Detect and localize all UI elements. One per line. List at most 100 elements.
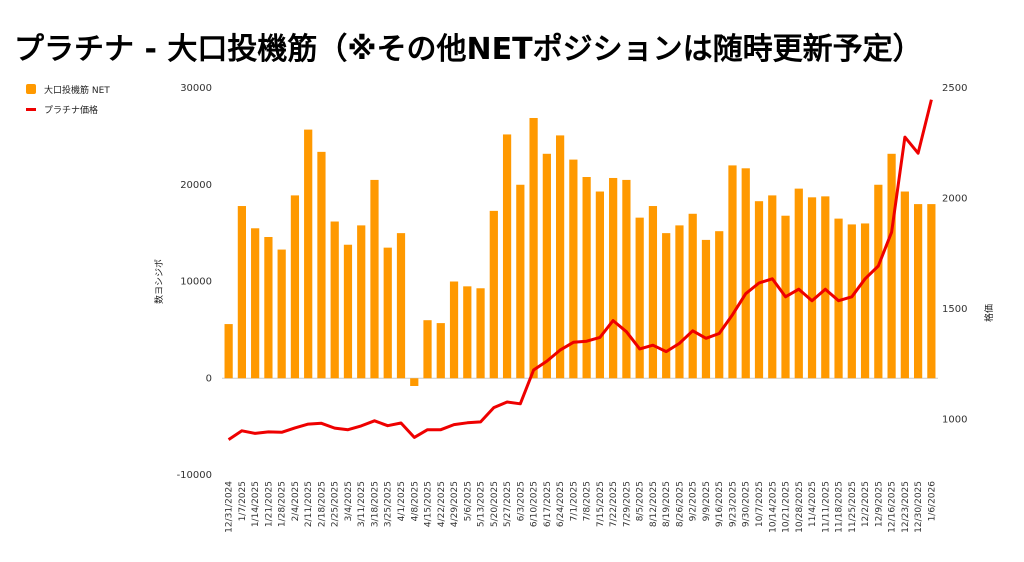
bar [423,320,432,379]
bar [622,179,631,379]
bar [237,206,246,379]
x-tick-label: 9/30/2025 [742,481,752,527]
y2-tick-label: 2500 [942,83,967,94]
bar [476,288,485,379]
bar [768,195,777,379]
bar [807,197,817,379]
x-tick-label: 4/1/2025 [397,481,407,521]
x-tick-label: 12/31/2024 [225,481,235,533]
x-tick-label: 2/18/2025 [317,481,327,527]
bar [542,153,551,379]
bar [370,179,379,379]
bar [516,184,525,379]
bar [688,213,697,379]
bar [569,159,578,379]
x-tick-label: 12/16/2025 [888,481,898,533]
y-tick-label: 10000 [180,277,212,288]
x-tick-label: 10/21/2025 [782,481,792,533]
bar [675,225,684,379]
legend-label-bar: 大口投機筋 NET [44,85,110,96]
x-tick-label: 5/6/2025 [463,481,473,521]
bar [343,244,353,379]
bar [595,191,604,379]
bar [635,217,644,379]
legend-swatch-bar [26,84,36,94]
bar [582,177,591,379]
x-tick-label: 9/16/2025 [715,481,725,527]
bar [887,153,896,379]
bar [860,223,870,379]
x-tick-label: 9/2/2025 [689,481,699,521]
y2-tick-label: 1000 [942,415,967,426]
x-tick-label: 5/13/2025 [477,481,487,527]
y-tick-label: 20000 [180,180,212,191]
x-tick-label: 11/25/2025 [848,481,858,533]
bar [914,204,923,379]
bar [609,177,618,379]
x-tick-label: 6/24/2025 [556,481,566,527]
bar [449,281,459,379]
x-tick-label: 7/1/2025 [569,481,579,521]
y2-tick-label: 2000 [942,194,967,205]
y-tick-label: 0 [206,373,212,384]
bar [502,134,512,379]
x-tick-label: 11/4/2025 [808,481,818,527]
bar [927,204,936,379]
bar [264,236,273,379]
bar [436,323,445,379]
y-tick-label: 30000 [180,83,212,94]
x-tick-label: 4/15/2025 [424,481,434,527]
x-tick-label: 2/4/2025 [291,481,301,521]
x-tick-label: 9/23/2025 [728,481,738,527]
bar [330,221,339,379]
bar [277,249,286,379]
x-tick-label: 7/8/2025 [583,481,593,521]
x-tick-label: 12/30/2025 [914,481,924,533]
x-tick-label: 1/6/2026 [927,481,937,522]
x-tick-label: 6/3/2025 [516,481,526,521]
x-tick-label: 3/18/2025 [370,481,380,527]
legend-item-bar: 大口投機筋 NET [26,82,110,96]
legend-item-line: プラチナ価格 [26,102,110,116]
bar [489,210,498,379]
bar [648,206,658,379]
x-tick-label: 7/29/2025 [622,481,632,527]
bar [251,228,260,379]
x-tick-label: 11/18/2025 [835,481,845,533]
legend-swatch-line [26,107,36,111]
x-tick-label: 10/7/2025 [755,481,765,527]
x-tick-label: 7/15/2025 [596,481,606,527]
x-tick-label: 3/11/2025 [357,481,367,527]
x-tick-label: 2/25/2025 [331,481,341,527]
bar [556,135,565,379]
x-tick-label: 12/2/2025 [861,481,871,527]
bar [662,233,671,379]
x-tick-label: 11/11/2025 [821,481,831,533]
bar [741,168,750,379]
x-tick-label: 5/20/2025 [490,481,500,527]
bar [754,201,764,379]
bar [396,233,406,379]
x-tick-label: 3/25/2025 [384,481,394,527]
bar [874,184,883,379]
x-tick-label: 1/14/2025 [251,481,261,527]
bar [304,129,313,379]
legend-label-line: プラチナ価格 [44,105,99,116]
bar [463,286,472,379]
x-tick-label: 10/28/2025 [795,481,805,533]
x-tick-label: 3/4/2025 [344,481,354,521]
bar [317,151,326,379]
bar [821,196,830,379]
bar [383,247,392,379]
x-tick-label: 8/5/2025 [636,481,646,521]
x-tick-label: 2/11/2025 [304,481,314,527]
bar [728,165,737,379]
x-tick-label: 6/10/2025 [530,481,540,527]
x-tick-label: 4/29/2025 [450,481,460,527]
bar [900,191,909,379]
x-tick-label: 8/19/2025 [662,481,672,527]
bar [290,195,300,379]
x-tick-label: 10/14/2025 [768,481,778,533]
bar [794,188,803,379]
